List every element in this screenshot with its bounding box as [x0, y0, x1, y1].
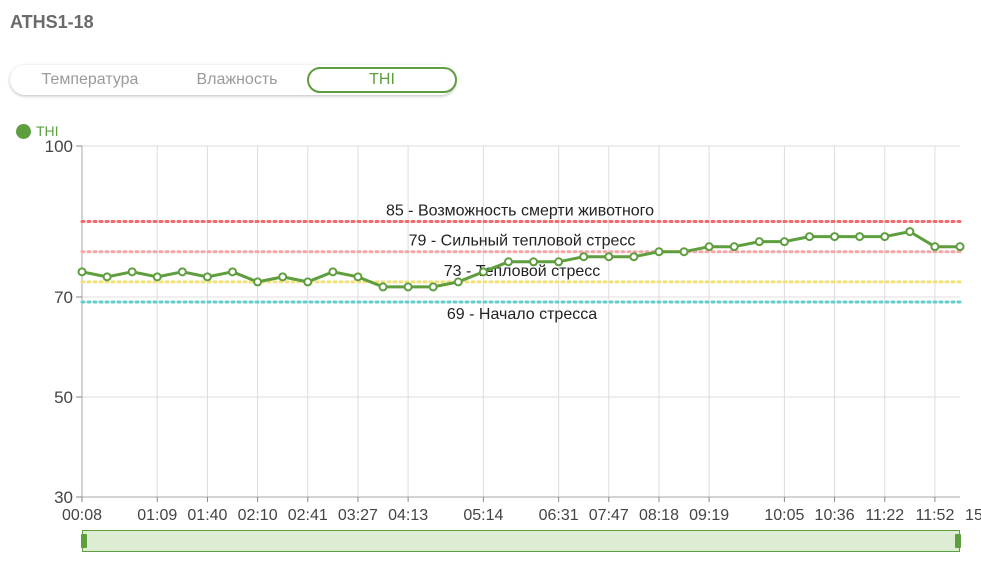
x-tick-label: 07:47: [589, 507, 629, 524]
x-tick-label: 10:05: [764, 507, 804, 524]
data-point: [604, 252, 614, 262]
legend-label: THI: [36, 123, 59, 139]
x-tick-label: 02:10: [238, 507, 278, 524]
data-point: [428, 282, 438, 292]
data-point: [729, 242, 739, 252]
legend-marker: [16, 123, 31, 139]
x-tick-label: 01:09: [137, 507, 177, 524]
y-tick-label: 100: [45, 137, 73, 156]
data-point: [830, 232, 840, 242]
data-point: [930, 242, 940, 252]
data-point: [378, 282, 388, 292]
y-tick-label: 50: [54, 388, 73, 407]
y-tick-label: 70: [54, 288, 73, 307]
tab-thi[interactable]: THI: [307, 67, 457, 93]
x-tick-label: 00:08: [62, 507, 102, 524]
navigator-right-handle[interactable]: [955, 534, 961, 548]
data-point: [328, 267, 338, 277]
data-point: [704, 242, 714, 252]
data-point: [654, 247, 664, 257]
data-point: [453, 277, 463, 287]
data-point: [855, 232, 865, 242]
legend-item-thi[interactable]: THI: [16, 122, 59, 140]
data-point: [202, 272, 212, 282]
x-tick-label: 04:13: [388, 507, 428, 524]
x-tick-label: 01:40: [187, 507, 227, 524]
range-navigator[interactable]: [81, 530, 961, 552]
x-tick-label: 05:14: [463, 507, 503, 524]
x-tick-label: 08:18: [639, 507, 679, 524]
data-point: [679, 247, 689, 257]
data-point: [529, 257, 539, 267]
x-tick-label: 10:36: [815, 507, 855, 524]
data-point: [554, 257, 564, 267]
data-point: [177, 267, 187, 277]
tab-humidity[interactable]: Влажность: [196, 71, 278, 88]
data-point: [77, 267, 87, 277]
data-point: [127, 267, 137, 277]
data-point: [880, 232, 890, 242]
data-point: [754, 237, 764, 247]
data-point: [503, 257, 513, 267]
data-point: [303, 277, 313, 287]
data-point: [478, 267, 488, 277]
data-point: [403, 282, 413, 292]
data-point: [629, 252, 639, 262]
x-tick-label: 09:19: [689, 507, 729, 524]
thi-chart: 30 50 70 100 00:08 01:09 01:40 02:10 02:41 03:27 0…: [45, 137, 981, 524]
x-tick-label: 11:52: [915, 507, 954, 524]
data-point: [779, 237, 789, 247]
threshold-label: 69 - Начало стресса: [447, 306, 597, 323]
threshold-label: 85 - Возможность смерти животного: [386, 203, 654, 220]
data-point: [278, 272, 288, 282]
threshold-label: 79 - Сильный тепловой стресс: [409, 233, 636, 250]
y-tick-label: 30: [54, 488, 73, 507]
data-point: [102, 272, 112, 282]
data-point: [579, 252, 589, 262]
data-point: [955, 242, 965, 252]
tab-temperature[interactable]: Температура: [41, 71, 139, 88]
data-point: [905, 227, 915, 237]
x-tick-label: 02:41: [288, 507, 328, 524]
x-tick-label: 06:31: [539, 507, 579, 524]
data-point: [353, 272, 363, 282]
data-point: [253, 277, 263, 287]
x-tick-label: 03:27: [338, 507, 378, 524]
data-point: [152, 272, 162, 282]
x-tick-label: 15:58: [965, 507, 981, 524]
x-tick-label: 11:22: [865, 507, 904, 524]
navigator-left-handle[interactable]: [81, 534, 87, 548]
data-point: [804, 232, 814, 242]
page-title: ATHS1-18: [10, 12, 94, 32]
data-point: [228, 267, 238, 277]
metric-tabs: Температура Влажность THI: [10, 65, 457, 95]
